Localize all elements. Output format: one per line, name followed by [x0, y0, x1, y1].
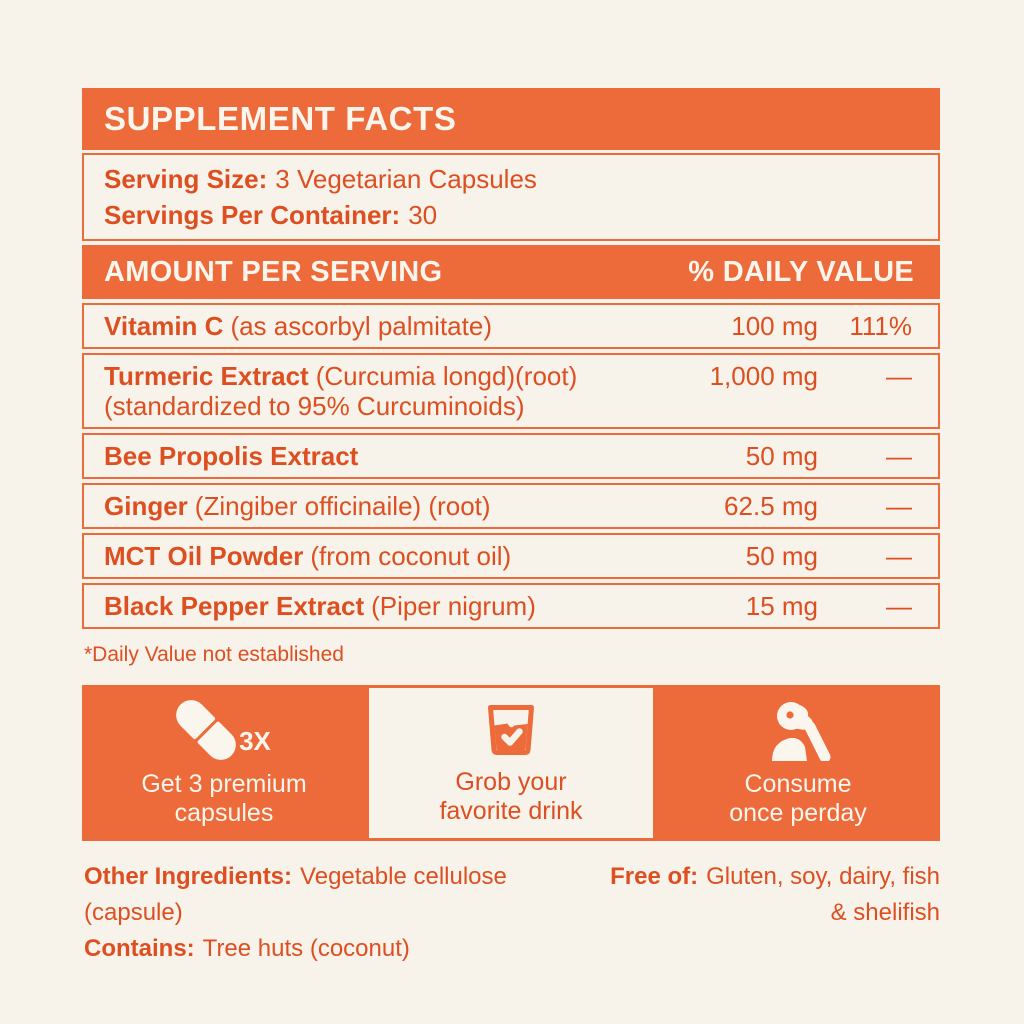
contains-line: Contains: Tree huts (coconut)	[84, 931, 610, 967]
capsule-count-badge: 3X	[239, 726, 271, 756]
ingredient-cell: Bee Propolis Extract	[104, 441, 650, 471]
free-of-value: Gluten, soy, dairy, fish & shelifish	[706, 863, 940, 926]
ingredient-cell: Turmeric Extract (Curcumia longd)(root) (…	[104, 361, 650, 421]
footer-notes: Other Ingredients: Vegetable cellulose (c…	[82, 859, 940, 967]
ingredient-cell: MCT Oil Powder (from coconut oil)	[104, 541, 650, 571]
page-title: SUPPLEMENT FACTS	[104, 100, 457, 137]
ingredient-detail: (as ascorbyl palmitate)	[230, 311, 492, 341]
serving-size-value: 3 Vegetarian Capsules	[275, 164, 537, 194]
ingredient-name: Bee Propolis Extract	[104, 441, 359, 471]
capsule-3x-icon: 3X	[170, 693, 271, 766]
header-band: SUPPLEMENT FACTS	[82, 88, 940, 150]
ingredient-amount: 15 mg	[745, 591, 818, 621]
table-row-bee-propolis: Bee Propolis Extract 50 mg —	[82, 433, 940, 479]
drink-glass-check-icon	[488, 704, 534, 755]
ingredient-detail: (from coconut oil)	[310, 541, 512, 571]
ingredient-detail-line2: (standardized to 95% Curcuminoids)	[104, 391, 525, 421]
other-ingredients-value: Vegetable cellulose (capsule)	[84, 863, 507, 926]
servings-per-container-value: 30	[408, 200, 438, 230]
serving-size-line: Serving Size: 3 Vegetarian Capsules	[104, 161, 918, 197]
contains-label: Contains:	[84, 935, 195, 962]
ingredient-daily-value: —	[886, 361, 912, 391]
ingredient-name: MCT Oil Powder	[104, 541, 304, 571]
ingredient-amount: 50 mg	[745, 541, 818, 571]
servings-per-container-label: Servings Per Container:	[104, 200, 401, 230]
ingredient-detail: (Piper nigrum)	[371, 591, 536, 621]
ingredient-amount: 62.5 mg	[724, 491, 818, 521]
other-ingredients-label: Other Ingredients:	[84, 863, 293, 890]
ingredient-name: Ginger	[104, 491, 188, 521]
free-of-label: Free of:	[610, 863, 699, 890]
step-drink: Grob your favorite drink	[366, 685, 656, 841]
ingredient-amount: 1,000 mg	[709, 361, 818, 391]
free-of-block: Free of: Gluten, soy, dairy, fish & sheli…	[610, 859, 940, 967]
contains-value: Tree huts (coconut)	[202, 935, 410, 962]
daily-value-footnote: *Daily Value not established	[84, 643, 344, 666]
table-row-black-pepper: Black Pepper Extract (Piper nigrum) 15 mg…	[82, 583, 940, 629]
other-ingredients-line: Other Ingredients: Vegetable cellulose (c…	[84, 859, 610, 931]
ingredient-amount: 100 mg	[731, 311, 818, 341]
table-column-header: AMOUNT PER SERVING % DAILY VALUE	[82, 245, 940, 299]
table-row-mct-oil: MCT Oil Powder (from coconut oil) 50 mg —	[82, 533, 940, 579]
column-daily-value: % DAILY VALUE	[688, 255, 914, 288]
person-swallow-icon	[772, 701, 831, 761]
table-row-ginger: Ginger (Zingiber officinaile) (root) 62.5…	[82, 483, 940, 529]
step-consume: Consume once perday	[656, 685, 940, 841]
column-amount-per-serving: AMOUNT PER SERVING	[104, 255, 443, 288]
ingredient-daily-value: —	[886, 441, 912, 471]
supplement-facts-panel: SUPPLEMENT FACTS Serving Size: 3 Vegetari…	[82, 88, 940, 967]
ingredient-daily-value: —	[886, 591, 912, 621]
ingredient-name: Turmeric Extract	[104, 361, 309, 391]
ingredient-cell: Vitamin C (as ascorbyl palmitate)	[104, 311, 650, 341]
ingredient-cell: Black Pepper Extract (Piper nigrum)	[104, 591, 650, 621]
ingredient-cell: Ginger (Zingiber officinaile) (root)	[104, 491, 650, 521]
step-label: Get 3 premium capsules	[141, 769, 307, 827]
ingredient-detail: (Zingiber officinaile) (root)	[194, 491, 491, 521]
table-row-turmeric: Turmeric Extract (Curcumia longd)(root) (…	[82, 353, 940, 429]
ingredient-daily-value: —	[886, 541, 912, 571]
usage-steps-band: 3X Get 3 premium capsules Grob your favo…	[82, 685, 940, 841]
ingredient-daily-value: —	[886, 491, 912, 521]
step-label: Grob your favorite drink	[439, 767, 583, 825]
serving-info-box: Serving Size: 3 Vegetarian Capsules Servi…	[82, 153, 940, 241]
ingredient-daily-value: 111%	[849, 311, 912, 341]
ingredient-name: Black Pepper Extract	[104, 591, 365, 621]
other-ingredients-block: Other Ingredients: Vegetable cellulose (c…	[84, 859, 610, 967]
servings-per-container-line: Servings Per Container: 30	[104, 197, 918, 233]
ingredient-detail: (Curcumia longd)(root)	[315, 361, 578, 391]
table-row-vitamin-c: Vitamin C (as ascorbyl palmitate) 100 mg …	[82, 303, 940, 349]
ingredient-amount: 50 mg	[745, 441, 818, 471]
serving-size-label: Serving Size:	[104, 164, 268, 194]
step-label: Consume once perday	[729, 769, 867, 827]
ingredient-name: Vitamin C	[104, 311, 224, 341]
step-capsules: 3X Get 3 premium capsules	[82, 685, 366, 841]
